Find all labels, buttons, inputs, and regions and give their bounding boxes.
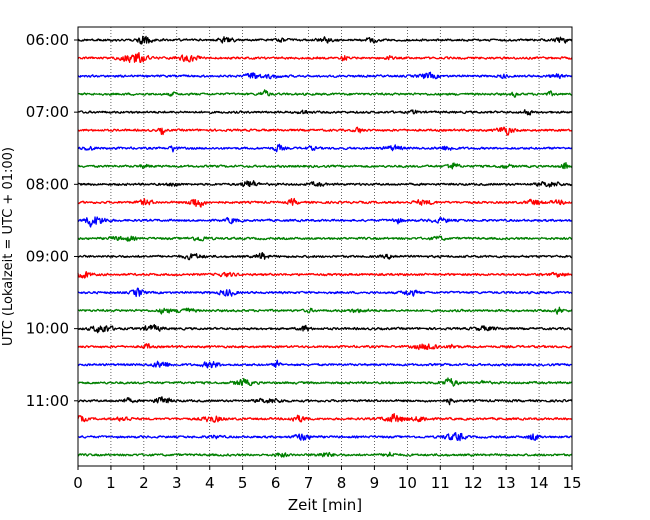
trace-line	[77, 323, 573, 334]
x-tick-label: 12	[464, 474, 483, 492]
trace-line	[77, 343, 573, 351]
x-axis-ticks: 0 1 2 3 4 5 6 7 8 9 10 11 12 13 14 15	[73, 466, 582, 492]
trace-line	[77, 431, 573, 442]
trace-line	[77, 197, 573, 208]
y-tick-label: 07:00	[26, 103, 69, 121]
x-tick-label: 11	[431, 474, 450, 492]
x-tick-label: 2	[139, 474, 149, 492]
trace-line	[77, 451, 573, 458]
trace-line	[77, 396, 573, 406]
trace-line	[77, 306, 573, 315]
trace-line	[77, 252, 573, 261]
x-tick-label: 0	[73, 474, 83, 492]
grid-lines	[110, 27, 540, 466]
trace-layer	[77, 35, 573, 458]
trace-line	[77, 162, 573, 170]
y-tick-label: 10:00	[26, 320, 69, 338]
trace-line	[77, 377, 573, 387]
x-tick-label: 5	[238, 474, 248, 492]
y-tick-label: 08:00	[26, 175, 69, 193]
trace-line	[77, 109, 573, 116]
trace-line	[77, 271, 573, 279]
x-tick-label: 15	[562, 474, 581, 492]
x-axis-label: Zeit [min]	[288, 496, 362, 514]
y-tick-label: 06:00	[26, 31, 69, 49]
y-tick-label: 11:00	[26, 392, 69, 410]
trace-line	[77, 287, 573, 298]
trace-line	[77, 35, 573, 45]
y-axis-label: UTC (Lokalzeit = UTC + 01:00)	[1, 147, 16, 346]
y-axis-ticks: 06:00 07:00 08:00 09:00 10:00 11:00	[26, 31, 78, 410]
trace-line	[77, 216, 573, 228]
y-tick-label: 09:00	[26, 247, 69, 265]
x-tick-label: 7	[304, 474, 314, 492]
trace-line	[77, 71, 573, 80]
trace-line	[77, 143, 573, 153]
x-tick-label: 13	[497, 474, 516, 492]
x-tick-label: 9	[370, 474, 380, 492]
trace-line	[77, 51, 573, 63]
trace-line	[77, 126, 573, 136]
plot-frame	[77, 26, 573, 467]
x-tick-label: 3	[172, 474, 182, 492]
trace-line	[77, 413, 573, 423]
x-tick-label: 4	[205, 474, 215, 492]
x-tick-label: 8	[337, 474, 347, 492]
x-tick-label: 14	[530, 474, 549, 492]
x-tick-label: 1	[106, 474, 116, 492]
trace-line	[77, 359, 573, 369]
x-tick-label: 10	[398, 474, 417, 492]
trace-line	[77, 235, 573, 242]
trace-line	[77, 89, 573, 98]
trace-line	[77, 180, 573, 188]
x-tick-label: 6	[271, 474, 281, 492]
